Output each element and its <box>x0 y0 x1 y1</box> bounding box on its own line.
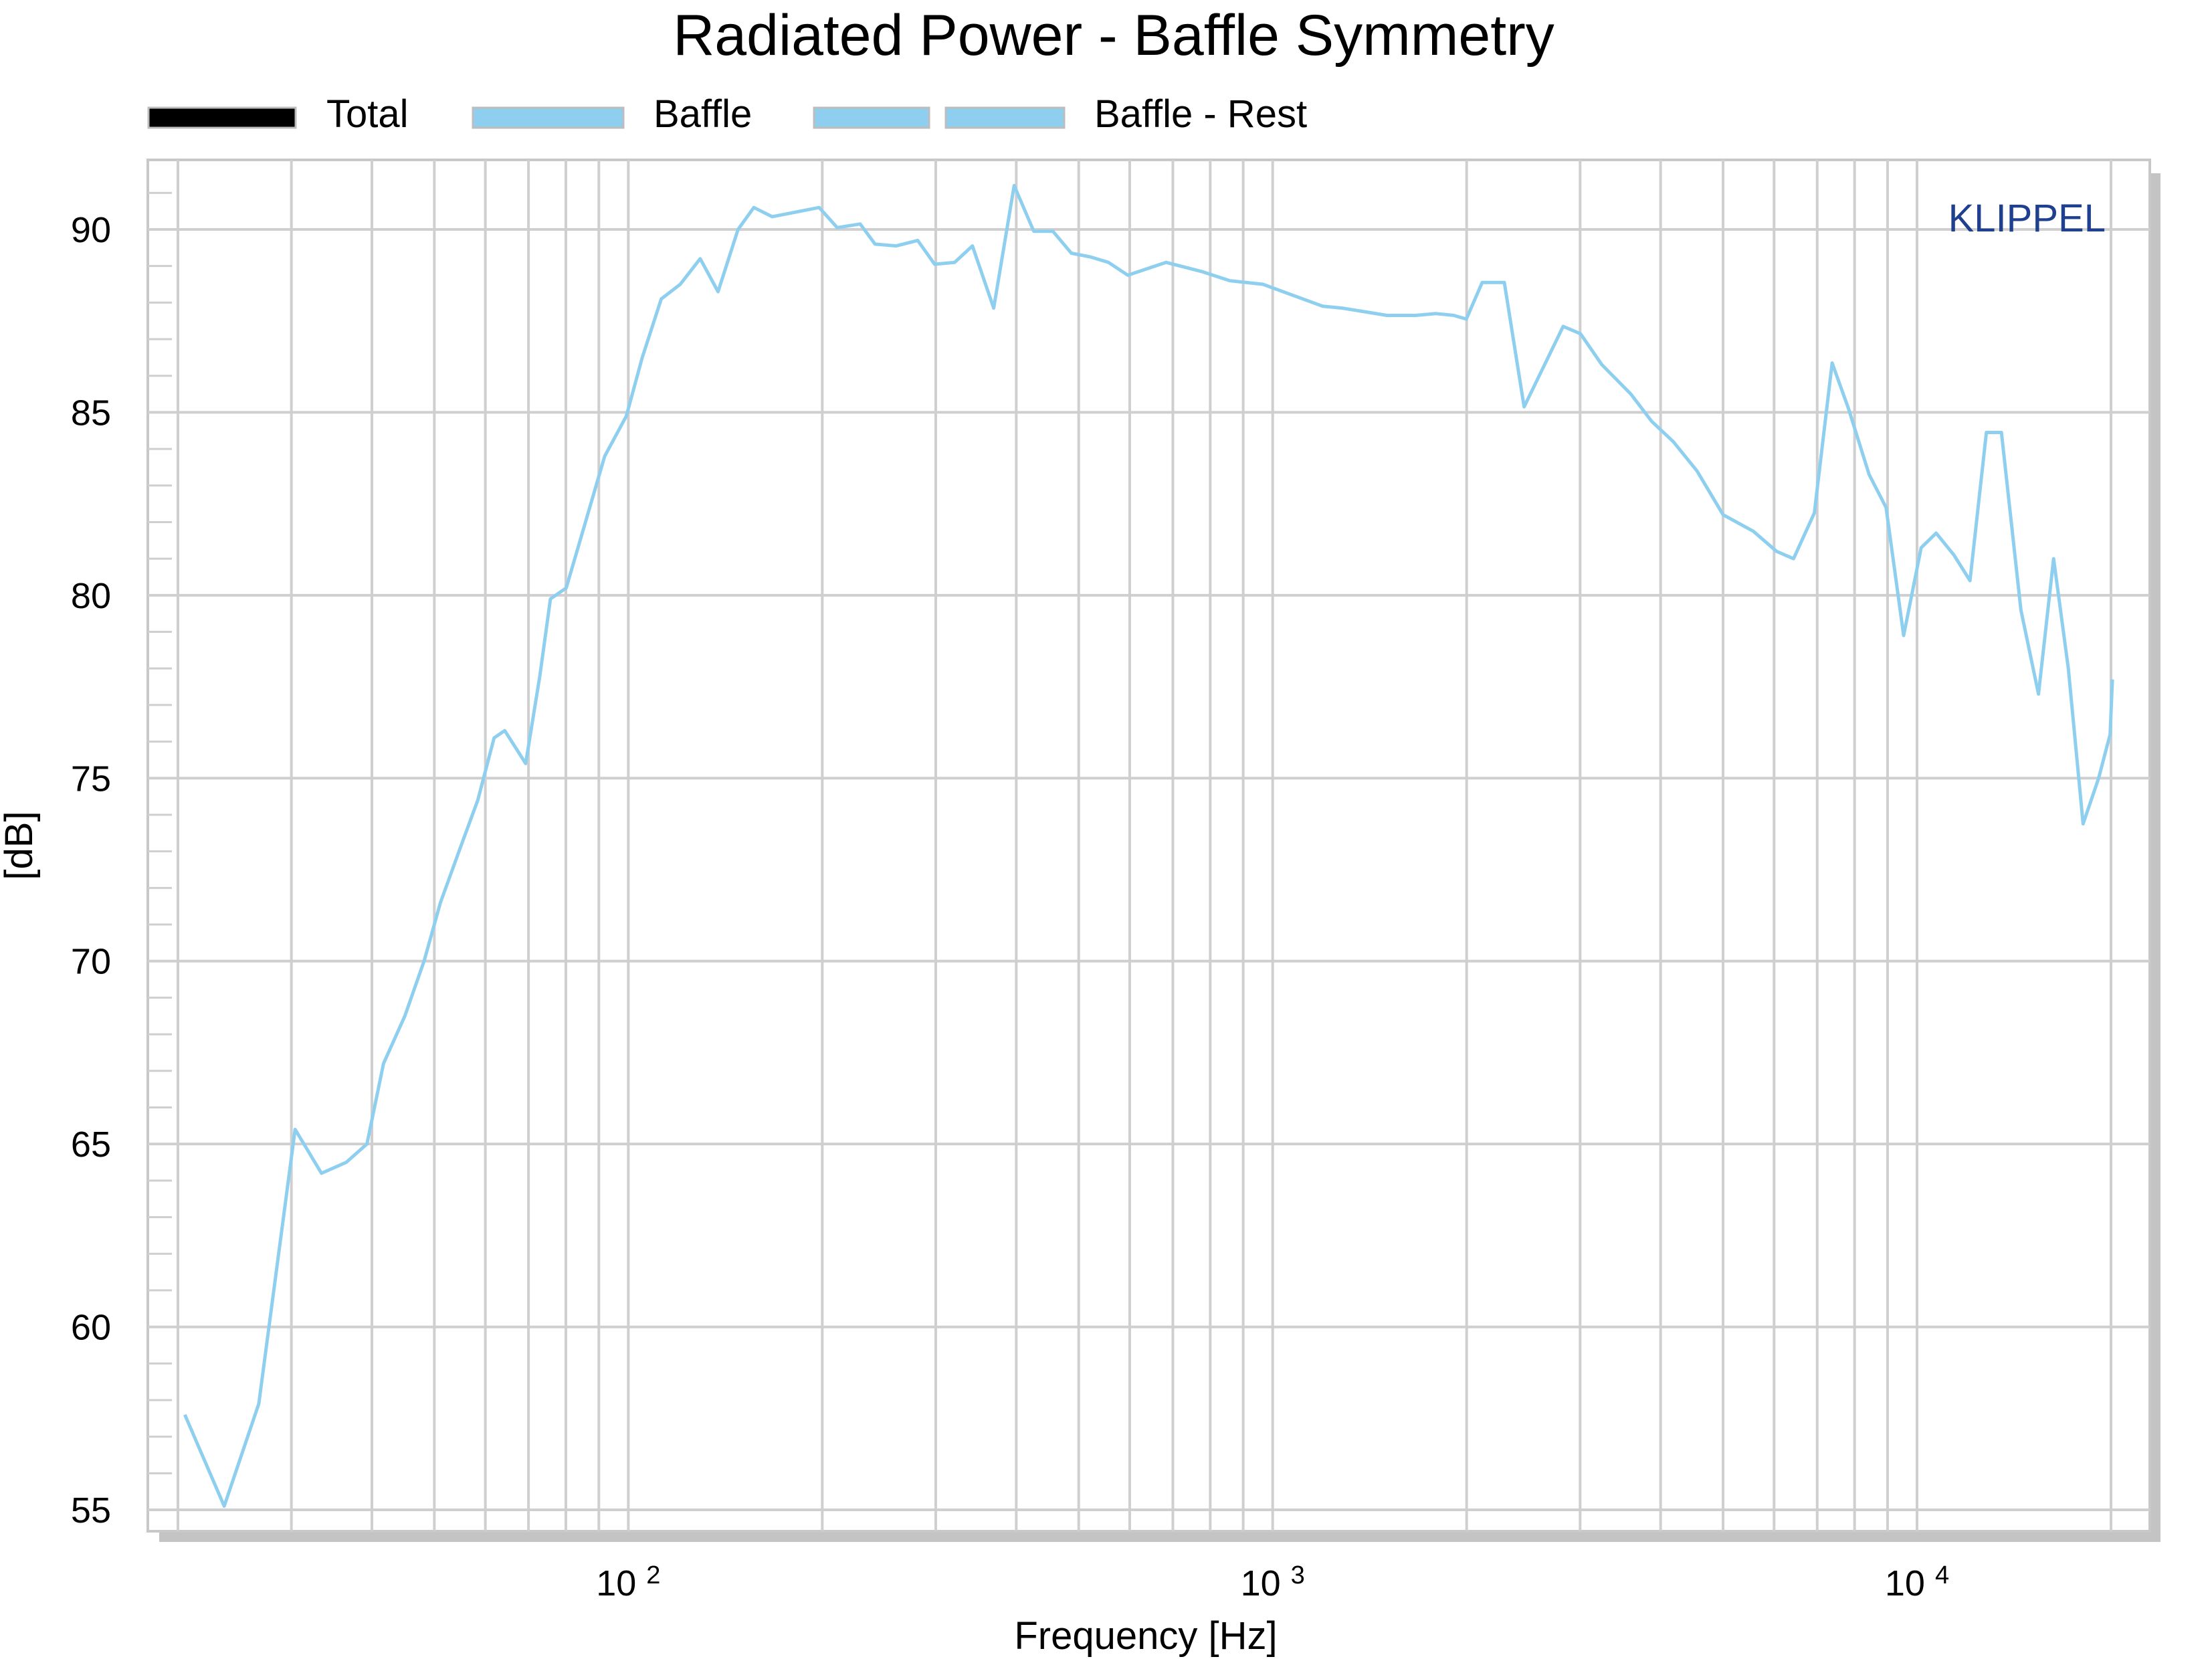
series-line-baffle <box>183 183 2114 1508</box>
legend-swatch-total <box>147 106 297 129</box>
x-tick-label: 10 4 <box>1885 1561 1949 1603</box>
legend-swatch-baffle-rest-1 <box>813 106 930 129</box>
series-layer <box>183 183 2114 1508</box>
y-tick-label: 90 <box>71 210 111 250</box>
legend-label-baffle: Baffle <box>653 92 752 136</box>
plot-shadow-bottom <box>159 1531 2160 1542</box>
legend: Total Baffle Baffle - Rest <box>147 92 1307 136</box>
x-tick-label: 10 2 <box>596 1561 660 1603</box>
legend-swatch-baffle-rest-2 <box>944 106 1066 129</box>
y-tick-label: 85 <box>71 393 111 433</box>
legend-swatch-baffle <box>472 106 625 129</box>
x-tick-label: 10 3 <box>1241 1561 1305 1603</box>
y-tick-label: 65 <box>71 1125 111 1165</box>
plot-shadow-right <box>2150 173 2160 1542</box>
x-axis-label: Frequency [Hz] <box>1014 1614 1277 1658</box>
plot-area <box>146 159 2151 1533</box>
y-axis-label: [dB] <box>0 811 41 880</box>
y-tick-label: 75 <box>71 759 111 799</box>
tick-labels: 55 60 65 70 75 80 85 90 10 2 10 3 10 4 <box>71 210 1949 1603</box>
chart-title: Radiated Power - Baffle Symmetry <box>673 3 1554 68</box>
y-tick-label: 80 <box>71 576 111 616</box>
grid <box>148 160 2150 1531</box>
y-tick-label: 70 <box>71 942 111 982</box>
y-tick-label: 60 <box>71 1308 111 1348</box>
legend-label-total: Total <box>326 92 409 136</box>
y-tick-label: 55 <box>71 1490 111 1531</box>
brand-watermark: KLIPPEL <box>1948 197 2106 240</box>
legend-label-baffle-rest: Baffle - Rest <box>1094 92 1307 136</box>
